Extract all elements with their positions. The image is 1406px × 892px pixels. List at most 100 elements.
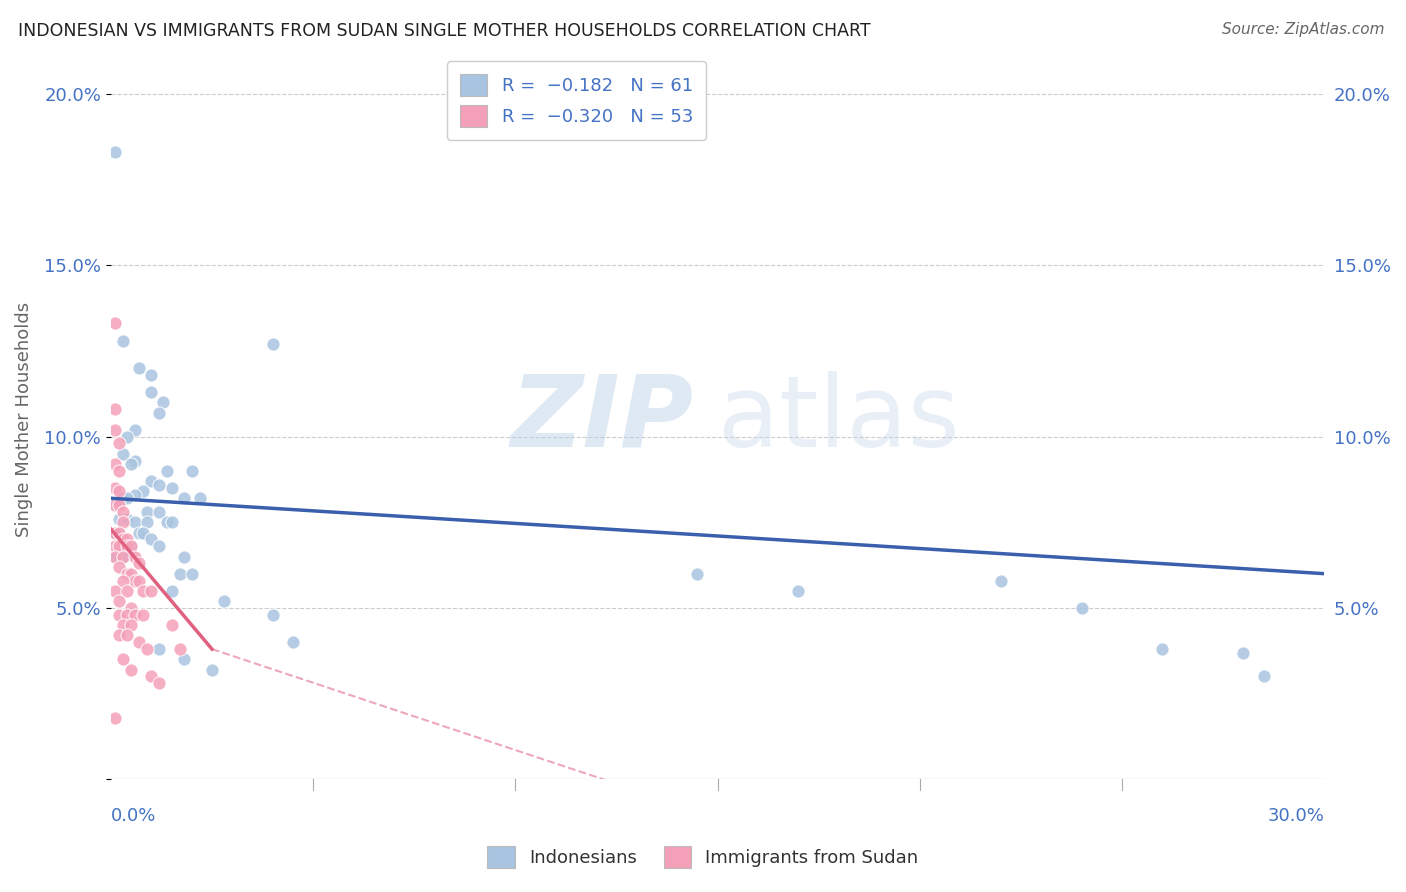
Point (124, 453, 146, 467)
Point (136, 505, 159, 519)
Point (108, 607, 131, 622)
Point (115, 533, 138, 547)
Point (111, 549, 134, 564)
Point (148, 642, 170, 657)
Point (148, 477, 170, 491)
Point (111, 491, 134, 506)
Point (111, 505, 134, 519)
Point (111, 549, 134, 564)
Point (104, 498, 127, 512)
Point (128, 574, 150, 588)
Point (1253, 669, 1275, 683)
Point (212, 594, 235, 608)
Point (111, 652, 134, 666)
Point (104, 549, 127, 564)
Point (141, 385, 163, 400)
Point (160, 481, 183, 495)
Point (124, 574, 146, 588)
Point (120, 539, 142, 553)
Point (262, 337, 284, 351)
Point (108, 484, 131, 499)
Point (201, 663, 224, 677)
Point (160, 516, 183, 530)
Text: 0.0%: 0.0% (111, 806, 156, 825)
Point (115, 628, 138, 642)
Point (108, 512, 131, 526)
Point (108, 436, 131, 450)
Point (108, 525, 131, 540)
Point (124, 607, 146, 622)
Point (115, 512, 138, 526)
Point (148, 406, 170, 420)
Point (111, 539, 134, 553)
Text: atlas: atlas (717, 371, 959, 468)
Point (111, 574, 134, 588)
Point (160, 583, 183, 598)
Point (120, 539, 142, 553)
Point (124, 549, 146, 564)
Point (124, 516, 146, 530)
Point (132, 484, 155, 499)
Point (169, 566, 191, 581)
Point (104, 423, 127, 437)
Point (104, 539, 127, 553)
Point (115, 566, 138, 581)
Point (136, 516, 159, 530)
Point (169, 642, 191, 657)
Point (104, 317, 127, 331)
Point (180, 464, 202, 478)
Point (141, 533, 163, 547)
Point (104, 583, 127, 598)
Point (111, 618, 134, 632)
Point (1152, 642, 1174, 657)
Point (128, 525, 150, 540)
Point (108, 464, 131, 478)
Point (128, 361, 150, 376)
Point (281, 635, 304, 649)
Point (115, 539, 138, 553)
Point (173, 652, 195, 666)
Point (141, 583, 163, 598)
Point (111, 447, 134, 461)
Point (104, 525, 127, 540)
Point (160, 618, 183, 632)
Point (180, 566, 202, 581)
Point (108, 525, 131, 540)
Point (141, 474, 163, 488)
Point (1232, 646, 1254, 660)
Point (141, 368, 163, 382)
Legend: Indonesians, Immigrants from Sudan: Indonesians, Immigrants from Sudan (477, 835, 929, 879)
Point (111, 533, 134, 547)
Point (108, 498, 131, 512)
Text: INDONESIAN VS IMMIGRANTS FROM SUDAN SINGLE MOTHER HOUSEHOLDS CORRELATION CHART: INDONESIAN VS IMMIGRANTS FROM SUDAN SING… (18, 22, 870, 40)
Point (686, 566, 709, 581)
Point (104, 145, 127, 160)
Text: ZIP: ZIP (510, 371, 693, 468)
Point (115, 583, 138, 598)
Point (120, 663, 142, 677)
Point (115, 491, 138, 506)
Point (104, 402, 127, 417)
Point (173, 549, 195, 564)
Point (120, 601, 142, 615)
Point (141, 669, 163, 683)
Point (132, 525, 155, 540)
Point (148, 505, 170, 519)
Point (108, 539, 131, 553)
Point (128, 557, 150, 571)
Y-axis label: Single Mother Households: Single Mother Households (15, 301, 32, 537)
Point (120, 566, 142, 581)
Point (787, 583, 810, 598)
Point (152, 395, 174, 409)
Point (188, 491, 211, 506)
Point (990, 574, 1012, 588)
Point (104, 711, 127, 725)
Point (1070, 601, 1092, 615)
Point (111, 516, 134, 530)
Point (136, 642, 159, 657)
Legend: R =  −0.182   N = 61, R =  −0.320   N = 53: R = −0.182 N = 61, R = −0.320 N = 53 (447, 62, 706, 140)
Point (156, 464, 179, 478)
Point (108, 628, 131, 642)
Point (128, 635, 150, 649)
Point (156, 516, 179, 530)
